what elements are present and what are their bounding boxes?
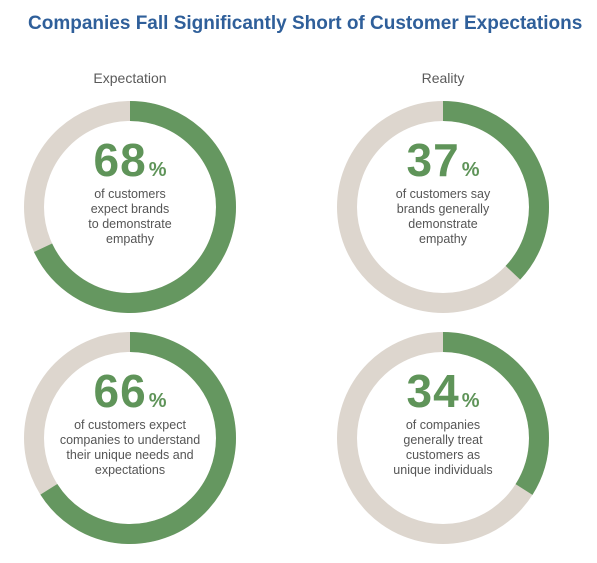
donut-slice-value [337,332,549,544]
donut-slice-value [24,332,236,544]
donut-center: 37% of customers say brands generally de… [358,137,528,247]
donut-description: of customers say brands generally demons… [358,187,528,247]
description-line: customers as [405,448,481,462]
percent-sign: % [148,390,167,412]
description-line: of customers say [395,187,491,201]
donut-ring [337,101,549,313]
description-line: their unique needs and [66,448,194,462]
percent-sign: % [148,159,167,181]
donut-ring [24,101,236,313]
description-line: brands generally [396,202,490,216]
description-line: expectations [94,463,166,477]
donut-reality-empathy: 37% of customers say brands generally de… [333,97,553,317]
donut-reality-unique-individuals: 34% of companies generally treat custome… [333,328,553,548]
donut-slice-value [24,101,236,313]
chart-title: Companies Fall Significantly Short of Cu… [28,13,583,34]
description-line: companies to understand [59,433,201,447]
description-line: of companies [405,418,481,432]
description-line: unique individuals [393,463,493,477]
column-header-expectation: Expectation [93,70,167,86]
donut-center: 66% of customers expect companies to und… [45,368,215,478]
donut-description: of customers expect companies to underst… [45,418,215,478]
percent-value: 34 [406,365,460,417]
percentage: 37% [358,137,528,183]
donut-description: of companies generally treat customers a… [358,418,528,478]
percent-sign: % [461,159,480,181]
donut-expectation-empathy: 68% of customers expect brands to demons… [20,97,240,317]
percentage: 34% [358,368,528,414]
description-line: of customers [94,187,166,201]
percent-value: 37 [406,134,460,186]
donut-ring [24,332,236,544]
column-header-reality: Reality [421,70,465,86]
description-line: of customers expect [74,418,186,432]
description-line: empathy [419,232,467,246]
percent-value: 66 [93,365,147,417]
percent-sign: % [461,390,480,412]
description-line: demonstrate [408,217,478,231]
percent-value: 68 [93,134,147,186]
description-line: to demonstrate [88,217,172,231]
donut-slice-value [337,101,549,313]
description-line: empathy [106,232,154,246]
percentage: 68% [45,137,215,183]
donut-ring [337,332,549,544]
donut-description: of customers expect brands to demonstrat… [45,187,215,247]
description-line: generally treat [403,433,483,447]
percentage: 66% [45,368,215,414]
donut-center: 68% of customers expect brands to demons… [45,137,215,247]
description-line: expect brands [90,202,170,216]
donut-center: 34% of companies generally treat custome… [358,368,528,478]
donut-expectation-unique-needs: 66% of customers expect companies to und… [20,328,240,548]
